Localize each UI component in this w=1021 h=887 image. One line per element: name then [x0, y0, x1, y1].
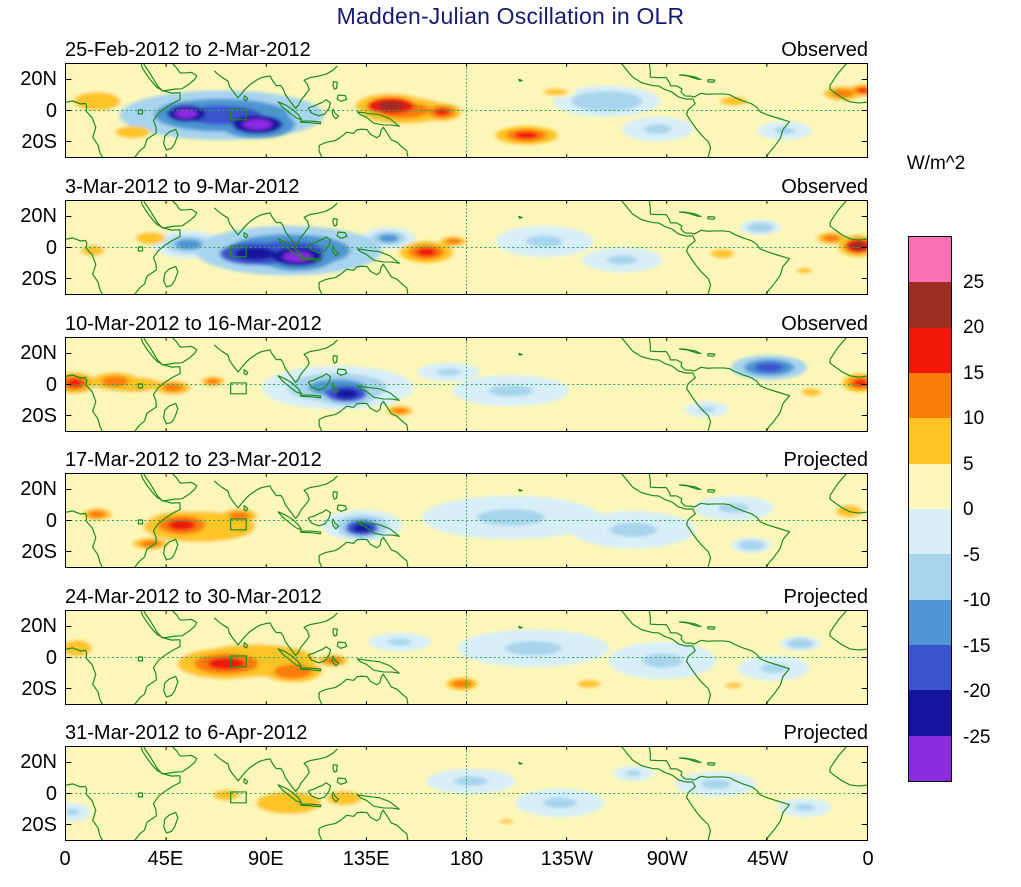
y-tick-label: 20N [20, 341, 57, 364]
panel-map-svg [66, 474, 867, 567]
y-tick-label: 20S [21, 814, 57, 837]
colorbar-segment [909, 237, 951, 283]
x-tick-label: 45E [147, 848, 184, 870]
colorbar-tick-label: -10 [963, 590, 991, 611]
panel-status-label: Projected [783, 449, 869, 471]
y-tick-label: 0 [45, 782, 57, 805]
colorbar-tick-label: -25 [963, 726, 991, 748]
colorbar-tick-label: 15 [963, 362, 985, 384]
panel-header: 17-Mar-2012 to 23-Mar-2012 Projected [65, 448, 868, 472]
panel-map-svg [66, 64, 867, 157]
colorbar-segment [909, 327, 951, 373]
colorbar-segment [909, 599, 951, 645]
panel-status-label: Projected [783, 586, 869, 608]
x-tick-label: 135E [342, 848, 390, 870]
panel-map-svg [66, 611, 867, 704]
x-tick-label: 135W [540, 848, 593, 870]
panel-map [65, 63, 868, 158]
y-tick-label: 0 [45, 99, 57, 122]
colorbar-segment [909, 282, 951, 328]
y-tick-label: 20N [20, 67, 57, 90]
colorbar-tick-label: -15 [963, 635, 991, 657]
y-tick-label: 20S [21, 405, 57, 428]
colorbar-segment [909, 508, 951, 555]
y-tick-label: 0 [45, 236, 57, 259]
x-tick-label: 90E [247, 848, 284, 870]
x-tick-label: 90W [646, 848, 688, 870]
x-tick-label: 45W [747, 848, 789, 870]
colorbar [908, 236, 952, 782]
panel-map [65, 337, 868, 432]
panel-status-label: Observed [781, 176, 868, 198]
panel-date-label: 3-Mar-2012 to 9-Mar-2012 [65, 176, 300, 198]
panel-map [65, 200, 868, 295]
colorbar-tick-label: -5 [963, 544, 980, 566]
panel-map [65, 746, 868, 841]
panel-header: 3-Mar-2012 to 9-Mar-2012 Observed [65, 175, 868, 199]
panel-status-label: Projected [783, 722, 869, 744]
panel-map-svg [66, 747, 867, 840]
colorbar-segment [909, 463, 951, 509]
y-tick-label: 20N [20, 750, 57, 773]
y-tick-label: 20N [20, 614, 57, 637]
panel-status-label: Observed [781, 39, 868, 61]
figure-title: Madden-Julian Oscillation in OLR [336, 3, 685, 29]
y-tick-label: 0 [45, 509, 57, 532]
colorbar-tick-label: 5 [963, 453, 974, 475]
panel-date-label: 17-Mar-2012 to 23-Mar-2012 [65, 449, 322, 471]
panel-header: 24-Mar-2012 to 30-Mar-2012 Projected [65, 585, 868, 609]
x-tick-label: 0 [862, 848, 874, 870]
colorbar-segment [909, 372, 951, 419]
panel-header: 31-Mar-2012 to 6-Apr-2012 Projected [65, 721, 868, 745]
y-tick-label: 20N [20, 204, 57, 227]
panel-map [65, 473, 868, 568]
colorbar-tick-label: 10 [963, 408, 985, 429]
y-tick-label: 20S [21, 541, 57, 564]
y-tick-label: 20N [20, 477, 57, 500]
colorbar-segment [909, 554, 951, 600]
panel-map [65, 610, 868, 705]
panel-status-label: Observed [781, 313, 868, 335]
colorbar-segment [909, 418, 951, 464]
colorbar-segment [909, 735, 951, 781]
colorbar-unit-label: W/m^2 [906, 153, 966, 174]
panel-header: 25-Feb-2012 to 2-Mar-2012 Observed [65, 38, 868, 62]
colorbar-tick-label: 20 [963, 317, 985, 338]
colorbar-segment [909, 644, 951, 691]
colorbar-tick-label: -20 [963, 681, 991, 702]
panel-map-svg [66, 201, 867, 294]
colorbar-segment [909, 690, 951, 736]
panel-date-label: 25-Feb-2012 to 2-Mar-2012 [65, 39, 311, 61]
panel-header: 10-Mar-2012 to 16-Mar-2012 Observed [65, 312, 868, 336]
y-tick-label: 20S [21, 131, 57, 154]
colorbar-tick-label: 0 [963, 499, 974, 520]
colorbar-tick-label: 25 [963, 271, 985, 293]
panel-date-label: 10-Mar-2012 to 16-Mar-2012 [65, 313, 322, 335]
panel-date-label: 24-Mar-2012 to 30-Mar-2012 [65, 586, 322, 608]
x-tick-label: 0 [59, 848, 71, 870]
panel-map-svg [66, 338, 867, 431]
panel-date-label: 31-Mar-2012 to 6-Apr-2012 [65, 722, 308, 744]
y-tick-label: 20S [21, 678, 57, 701]
y-tick-label: 0 [45, 646, 57, 669]
y-tick-label: 20S [21, 268, 57, 291]
y-tick-label: 0 [45, 373, 57, 396]
x-tick-label: 180 [449, 848, 484, 870]
